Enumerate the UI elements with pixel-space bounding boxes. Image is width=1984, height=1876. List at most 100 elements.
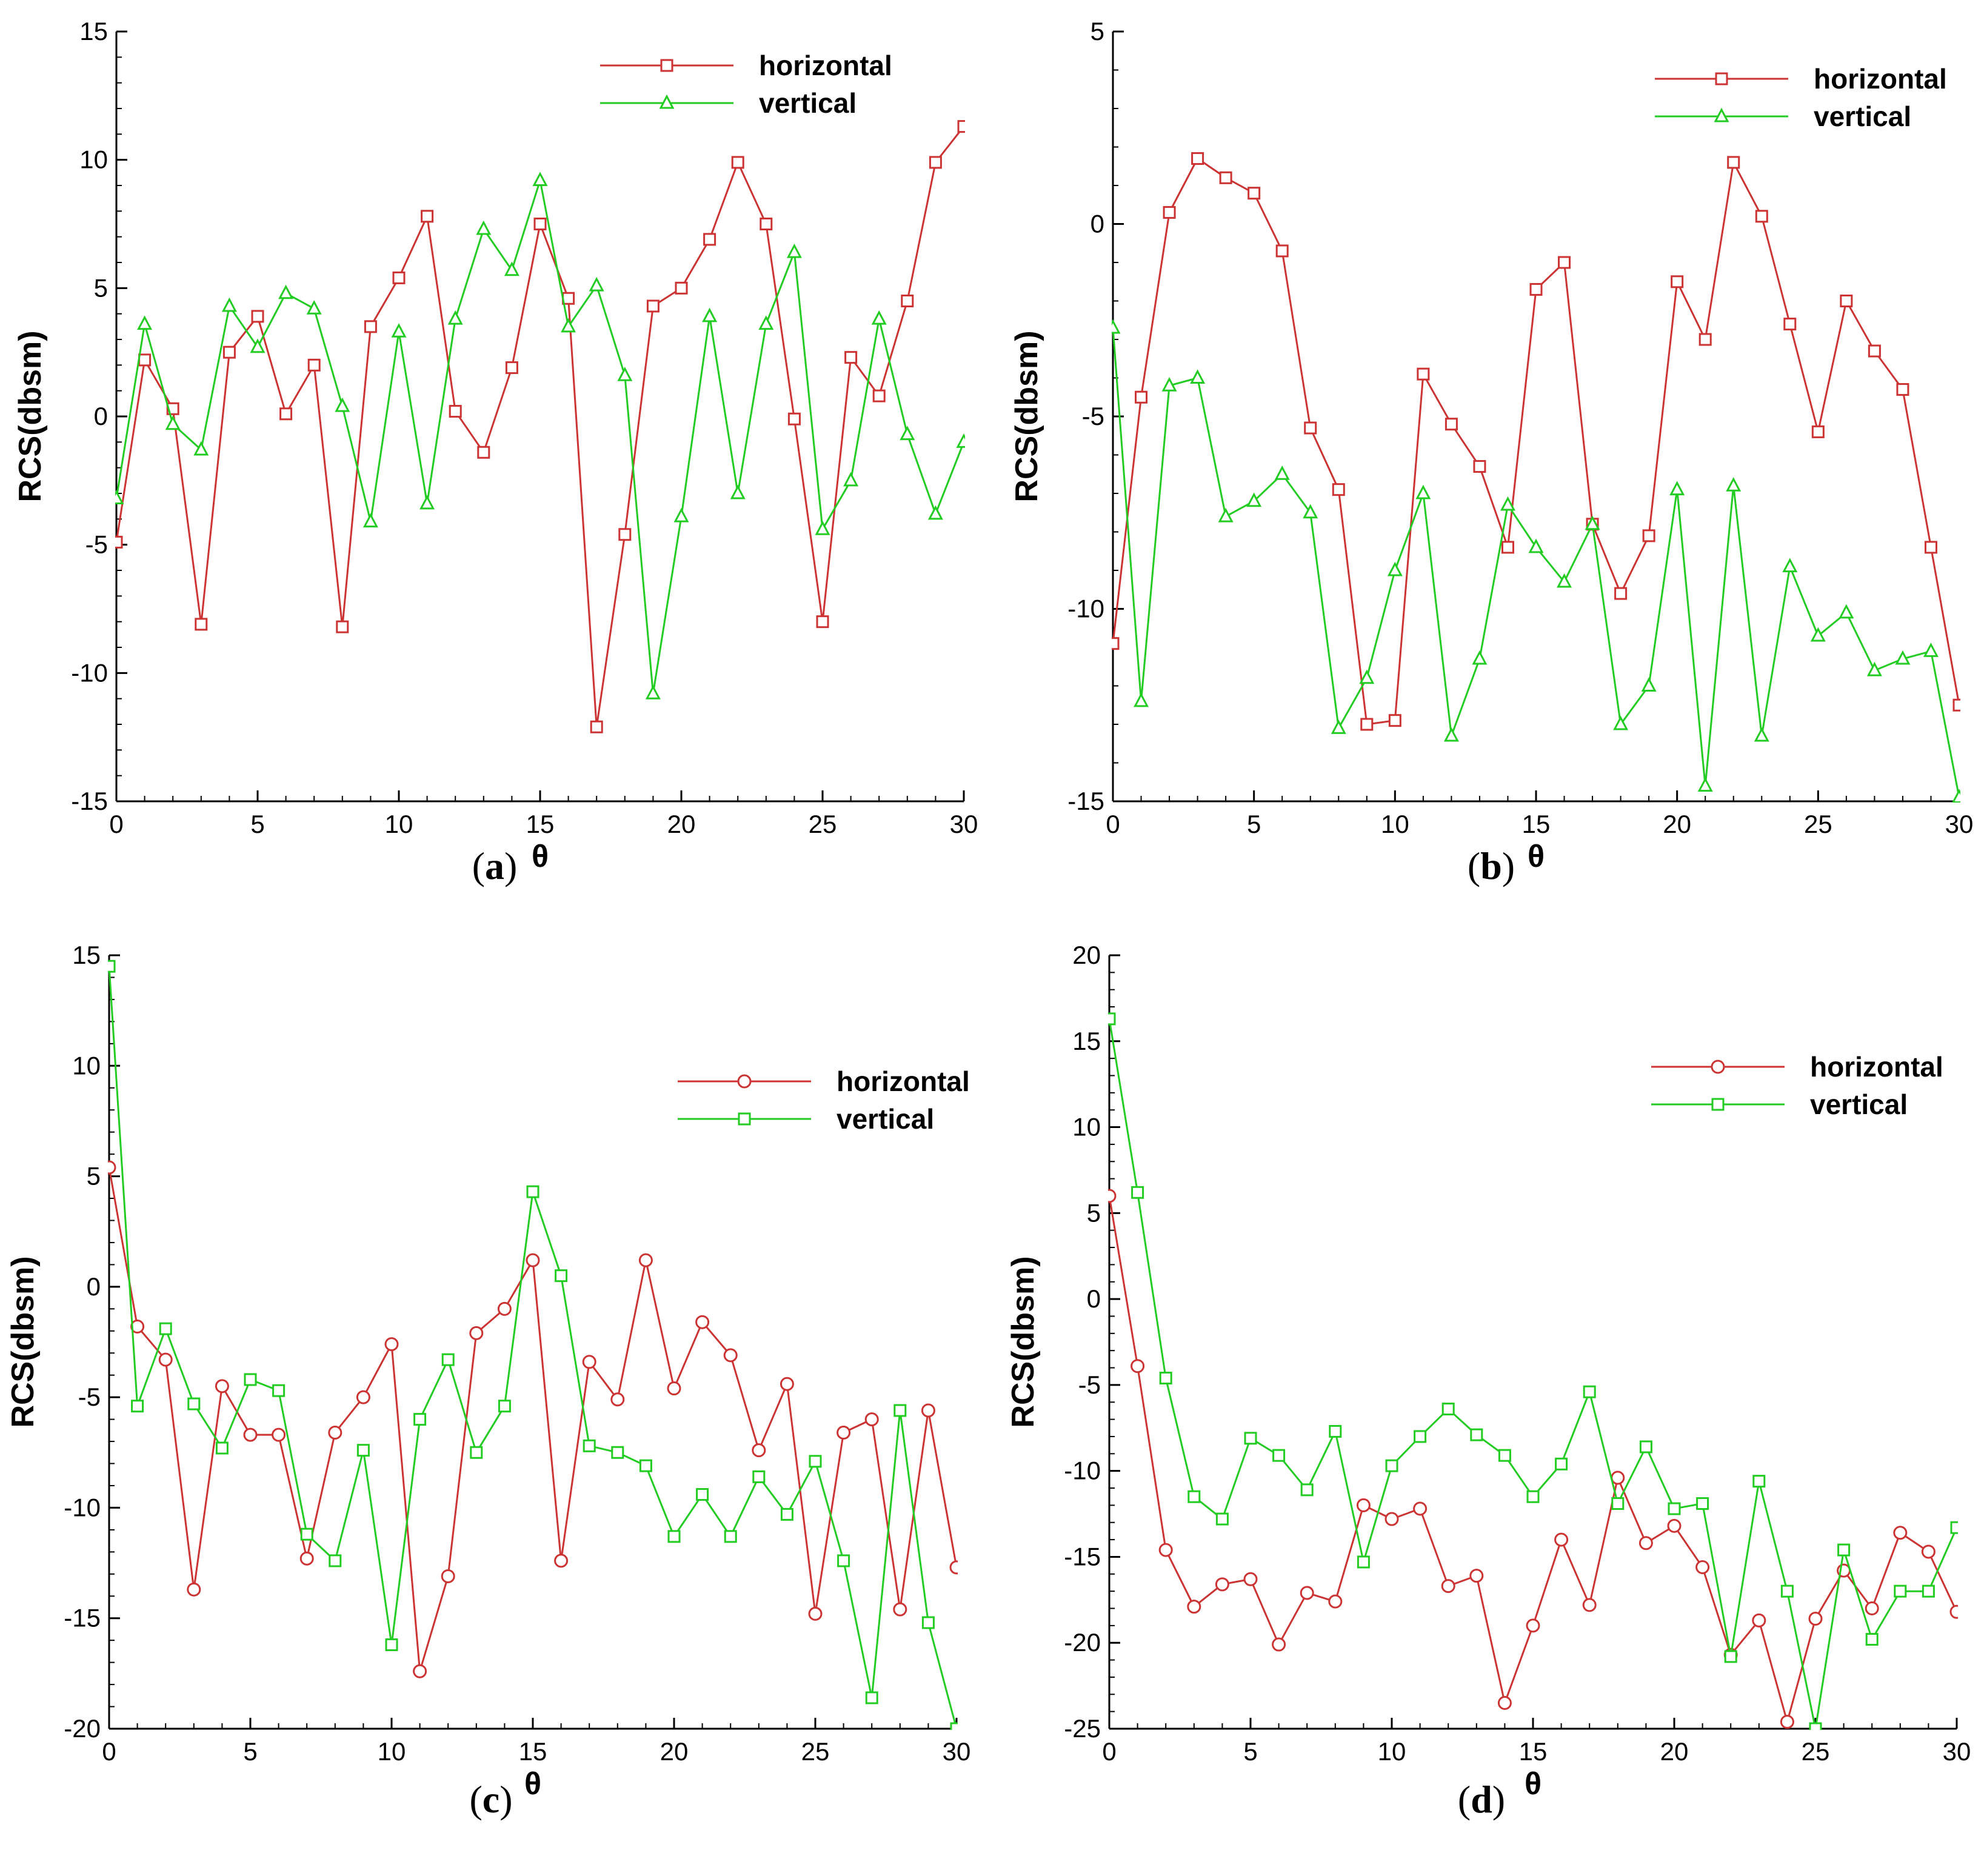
- x-tick-label: 5: [243, 1737, 257, 1766]
- legend-label-vertical: vertical: [759, 87, 857, 119]
- data-point-horizontal: [667, 1381, 681, 1396]
- data-point-vertical: [1865, 1633, 1879, 1646]
- panel-label: (a): [472, 844, 518, 887]
- data-point-horizontal: [215, 1379, 229, 1394]
- series-group: [1112, 152, 1960, 803]
- data-point-horizontal: [364, 320, 377, 333]
- x-axis-title: θ: [1525, 1766, 1541, 1801]
- data-point-vertical: [1866, 661, 1882, 676]
- data-point-vertical: [1839, 604, 1854, 619]
- data-point-vertical: [1244, 1432, 1257, 1445]
- y-tick-label: 10: [72, 1051, 101, 1080]
- y-tick-label: 0: [94, 402, 108, 430]
- x-tick-label: 15: [526, 810, 555, 838]
- data-point-horizontal: [929, 156, 942, 169]
- data-point-vertical: [159, 1322, 172, 1335]
- data-point-vertical: [362, 513, 378, 528]
- data-point-vertical: [871, 310, 887, 325]
- data-point-vertical: [1112, 319, 1121, 334]
- panel-label-paren: (: [472, 844, 485, 887]
- data-point-vertical: [786, 243, 802, 258]
- data-point-vertical: [300, 1527, 313, 1541]
- data-point-vertical: [1131, 1186, 1144, 1199]
- data-point-horizontal: [675, 281, 688, 295]
- data-point-horizontal: [1413, 1501, 1428, 1516]
- data-point-horizontal: [780, 1377, 794, 1391]
- data-point-vertical: [1585, 515, 1600, 530]
- data-point-vertical: [1555, 1457, 1568, 1470]
- data-point-vertical: [1108, 1012, 1116, 1026]
- data-point-horizontal: [1215, 1577, 1229, 1592]
- data-point-vertical: [865, 1691, 878, 1704]
- data-point-horizontal: [949, 1560, 958, 1575]
- data-point-horizontal: [1360, 718, 1374, 731]
- panel-label: (c): [469, 1778, 512, 1821]
- data-point-vertical: [752, 1470, 766, 1483]
- data-point-vertical: [555, 1269, 568, 1283]
- chart-panel-a: 0 5 10 15 20 25 30-15-10-5051015θRCS(dbsm)hori…: [13, 17, 978, 887]
- data-point-horizontal: [590, 720, 603, 733]
- data-point-vertical: [504, 261, 519, 276]
- data-point-horizontal: [307, 358, 321, 372]
- y-tick-label: -10: [71, 658, 108, 687]
- x-tick-label: 10: [1378, 1737, 1406, 1766]
- data-point-vertical: [1161, 376, 1177, 392]
- data-point-vertical: [1895, 650, 1911, 665]
- data-point-horizontal: [837, 1425, 851, 1440]
- data-point-vertical: [278, 284, 294, 299]
- data-point-horizontal: [1328, 1594, 1343, 1609]
- y-tick-label: -15: [1067, 787, 1104, 815]
- data-point-vertical: [1669, 481, 1685, 496]
- panel-label-paren: ): [1502, 844, 1515, 887]
- data-point-vertical: [956, 433, 965, 448]
- data-point-vertical: [306, 299, 322, 315]
- x-tick-label: 25: [801, 1737, 830, 1766]
- y-tick-label: 15: [1072, 1027, 1101, 1055]
- data-point-horizontal: [554, 1554, 569, 1568]
- data-point-vertical: [1752, 1475, 1766, 1488]
- data-point-horizontal: [1469, 1569, 1484, 1583]
- data-point-vertical: [1810, 627, 1826, 642]
- y-axis-title: RCS(dbsm): [1006, 1256, 1041, 1427]
- data-point-vertical: [1134, 692, 1149, 707]
- chart-panel-c: 0 5 10 15 20 25 30-20-15-10-5051015θRCS(dbsm)h…: [5, 941, 970, 1821]
- y-tick-label: 20: [1072, 941, 1101, 969]
- x-tick-label: 10: [1381, 810, 1409, 838]
- data-point-horizontal: [1497, 1695, 1512, 1710]
- data-point-vertical: [1329, 1424, 1342, 1438]
- x-tick-label: 10: [378, 1737, 406, 1766]
- data-point-vertical: [272, 1384, 286, 1397]
- panel-label-letter: a: [485, 844, 504, 887]
- legend-marker-vertical: [1714, 107, 1729, 122]
- data-point-vertical: [815, 521, 830, 535]
- panel-label-paren: ): [504, 844, 517, 887]
- data-point-vertical: [1950, 1521, 1958, 1534]
- data-point-horizontal: [610, 1392, 625, 1407]
- data-point-vertical: [1724, 1650, 1737, 1663]
- y-tick-label: 5: [94, 273, 108, 302]
- data-point-vertical: [1780, 1584, 1794, 1598]
- data-point-vertical: [843, 472, 859, 487]
- data-point-horizontal: [1695, 1560, 1710, 1574]
- data-point-horizontal: [1865, 1601, 1879, 1616]
- y-tick-label: -25: [1064, 1714, 1101, 1743]
- y-tick-label: 5: [1091, 17, 1104, 45]
- data-point-vertical: [1215, 1512, 1229, 1526]
- x-tick-label: 30: [943, 1737, 971, 1766]
- data-point-horizontal: [195, 618, 208, 631]
- data-point-horizontal: [1642, 529, 1655, 542]
- data-point-horizontal: [1868, 344, 1881, 358]
- x-tick-label: 0: [1102, 1737, 1116, 1766]
- y-tick-label: -20: [64, 1714, 101, 1743]
- data-point-vertical: [356, 1444, 370, 1457]
- x-tick-label: 15: [1522, 810, 1551, 838]
- data-point-vertical: [419, 495, 435, 510]
- data-point-vertical: [1472, 650, 1488, 665]
- legend-label-horizontal: horizontal: [1814, 63, 1947, 95]
- y-tick-label: 5: [1087, 1198, 1101, 1227]
- data-point-horizontal: [1384, 1512, 1399, 1526]
- data-point-horizontal: [921, 1403, 935, 1418]
- data-point-horizontal: [731, 156, 744, 169]
- data-point-vertical: [702, 307, 718, 322]
- data-point-vertical: [1613, 715, 1629, 730]
